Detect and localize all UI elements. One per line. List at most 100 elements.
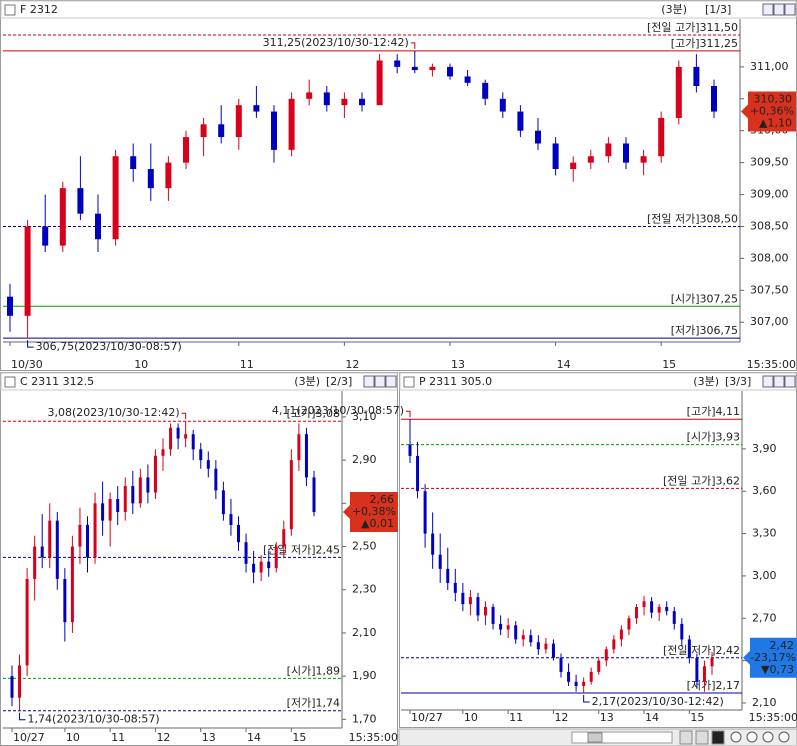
candle-body [63,578,67,623]
y-tick-label: 2,50 [352,540,377,553]
y-tick-label: 308,50 [750,219,789,232]
candle-body [567,671,571,682]
candle-body [199,449,203,461]
candle-body [499,98,506,112]
candle-body [169,427,173,450]
x-tick-label: 12 [554,711,568,724]
candle-body [165,162,172,189]
reference-label: [저가]2,17 [687,679,740,692]
candle-body [131,486,135,504]
y-tick-label: 3,60 [752,484,777,497]
price-label: 310,30 [754,93,793,106]
candle-body [253,105,260,112]
page-index: [2/3] [326,375,352,388]
reference-label: [전일 저가]2,42 [663,643,740,657]
panel-checkbox[interactable] [403,376,415,388]
panel-frame [0,372,398,746]
zoom-fit[interactable] [778,731,790,743]
candle-body [582,681,586,687]
header-button[interactable] [374,375,386,388]
header-button[interactable] [784,375,796,388]
y-tick-label: 2,30 [352,583,377,596]
annotation-pointer [27,340,34,348]
candle-body [587,156,594,163]
candle-body [640,156,647,163]
reference-label: [고가]311,25 [671,37,738,50]
candle-body [658,117,665,157]
candle-body [710,657,714,667]
zoom-reset[interactable] [762,731,774,743]
reference-label: [전일 저가]308,50 [647,211,738,225]
candle-body [138,477,142,504]
candle-body [218,124,225,138]
header-button[interactable] [784,3,796,16]
candle-body [491,606,495,624]
candle-body [570,162,577,170]
candle-body [25,578,29,666]
annotation-pointer [181,412,187,420]
candle-body [408,444,412,456]
candle-body [359,98,365,106]
candle-body [429,66,436,71]
price-change: +0,36% [750,105,794,118]
header-button[interactable] [385,375,397,388]
candle-body [411,66,418,71]
candle-body [33,546,37,579]
candle-body [693,66,700,87]
pause-button[interactable] [695,730,709,745]
reference-label: [저가]306,75 [671,324,738,337]
candle-body [672,611,676,624]
header-button[interactable] [773,375,785,388]
candle-body [394,60,401,67]
price-box [343,491,398,532]
zoom-out[interactable] [746,731,758,743]
candle-body [274,546,278,569]
candle-body [235,105,242,138]
panel-title: F 2312 [20,3,58,16]
interval: (3분) [693,375,719,388]
zoom-in[interactable] [730,731,742,743]
panel-checkbox[interactable] [4,376,16,388]
y-tick-label: 307,00 [750,315,789,328]
candle-body [130,156,137,170]
header-button[interactable] [773,3,785,16]
scroll-thumb[interactable] [587,732,603,743]
reference-label: [고가]3,08 [287,407,340,420]
annotation-pointer [19,712,26,721]
price-diff: ▲0,01 [361,517,394,530]
candle-body [675,66,682,118]
candle-body [535,130,541,144]
time-label: 15:35:00 [349,731,398,744]
y-tick-label: 309,00 [750,188,789,201]
header-button[interactable] [363,375,375,388]
header-button[interactable] [762,375,774,388]
panel-checkbox[interactable] [4,4,16,16]
candle-body [267,561,271,569]
panel-header [0,372,398,391]
candle-body [438,554,442,569]
price-box [741,91,796,132]
panel-title: C 2311 312.5 [20,375,94,388]
y-tick-label: 3,10 [352,410,377,423]
candle-body [589,671,593,682]
stop-button[interactable] [711,730,725,745]
price-change: +0,38% [352,505,396,518]
candle-body [221,490,225,515]
candle-body [687,639,691,658]
y-tick-label: 307,50 [750,283,789,296]
panel-header [399,372,797,391]
play-button[interactable] [679,730,693,745]
candle-body [619,629,623,640]
candle-body [153,455,157,493]
reference-label: [전일 고가]3,62 [663,473,740,487]
header-button[interactable] [762,3,774,16]
candle-body [597,660,601,672]
candle-body [476,597,480,616]
candle-body [123,486,127,512]
panel-frame [0,0,797,371]
candle-body [559,657,563,672]
reference-label: [저가]1,74 [287,697,340,710]
x-tick-label: 14 [247,731,261,744]
scroll-track[interactable] [571,731,673,744]
